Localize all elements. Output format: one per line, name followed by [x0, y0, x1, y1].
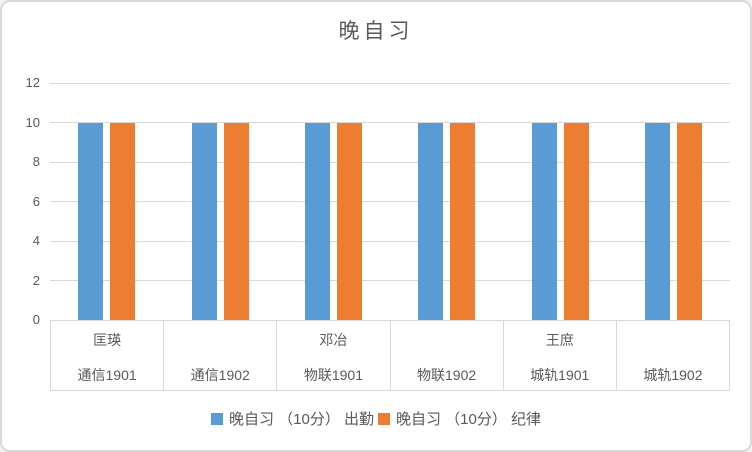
legend: 晚自习 （10分） 出勤 晚自习 （10分） 纪律	[2, 408, 750, 429]
bar-物联1902-series-1[interactable]	[418, 122, 444, 320]
x-category-label: 物联1901	[303, 367, 363, 383]
x-category-label: 通信1901	[77, 367, 137, 383]
legend-item-1[interactable]: 晚自习 （10分） 出勤	[210, 408, 374, 429]
y-tick-label-8: 8	[32, 154, 40, 169]
y-tick-label-12: 12	[25, 75, 40, 90]
bar-通信1901-series-1[interactable]	[78, 122, 104, 320]
x-category-label: 城轨1902	[643, 367, 703, 383]
bar-城轨1901-series-1[interactable]	[531, 122, 557, 320]
bar-物联1901-series-1[interactable]	[304, 122, 330, 320]
legend-swatch-icon	[378, 412, 390, 425]
x-axis-category-table: 匡瑛 通信1901 通信1902 邓冶 物联1901 物联1902 王庶 城轨1901 城轨19…	[50, 320, 730, 391]
x-group-label: 王庶	[545, 332, 574, 348]
x-category-cell-通信1901: 匡瑛通信1901	[51, 321, 165, 390]
gridline-y-4	[50, 240, 730, 242]
legend-swatch-icon	[210, 412, 223, 425]
y-tick-label-4: 4	[32, 233, 40, 248]
x-category-cell-城轨1901: 王庶城轨1901	[504, 321, 617, 390]
bar-通信1902-series-1[interactable]	[191, 122, 217, 320]
x-category-cell-物联1902: 物联1902	[391, 321, 504, 390]
x-category-label: 城轨1901	[530, 367, 590, 383]
bar-城轨1901-series-2[interactable]	[563, 122, 589, 320]
bar-城轨1902-series-2[interactable]	[676, 122, 702, 320]
plot-area	[50, 82, 730, 321]
gridline-y-2	[50, 280, 730, 281]
x-category-cell-物联1901: 邓冶物联1901	[277, 321, 391, 390]
gridline-y-12	[50, 82, 730, 84]
chart-title: 晚自习	[338, 20, 414, 43]
gridline-y-10	[50, 122, 730, 123]
legend-label: 晚自习 （10分） 出勤	[228, 411, 374, 428]
bar-城轨1902-series-1[interactable]	[644, 122, 670, 320]
x-group-label: 邓冶	[319, 332, 348, 348]
gridline-y-8	[50, 161, 730, 163]
legend-label: 晚自习 （10分） 纪律	[396, 411, 542, 428]
y-tick-label-0: 0	[32, 312, 40, 327]
bar-物联1902-series-2[interactable]	[450, 122, 476, 320]
x-category-cell-通信1902: 通信1902	[164, 321, 278, 390]
x-group-label: 匡瑛	[93, 332, 122, 348]
bar-物联1901-series-2[interactable]	[336, 122, 362, 320]
y-tick-label-2: 2	[32, 272, 40, 288]
gridline-y-6	[50, 201, 730, 202]
legend-item-2[interactable]: 晚自习 （10分） 纪律	[378, 408, 541, 429]
x-category-label: 通信1902	[190, 367, 250, 383]
bar-通信1901-series-2[interactable]	[110, 122, 136, 320]
y-tick-label-10: 10	[25, 114, 40, 130]
x-category-cell-城轨1902: 城轨1902	[617, 321, 729, 390]
bar-通信1902-series-2[interactable]	[223, 122, 249, 320]
y-tick-label-6: 6	[32, 193, 40, 209]
x-category-label: 物联1902	[417, 367, 477, 383]
